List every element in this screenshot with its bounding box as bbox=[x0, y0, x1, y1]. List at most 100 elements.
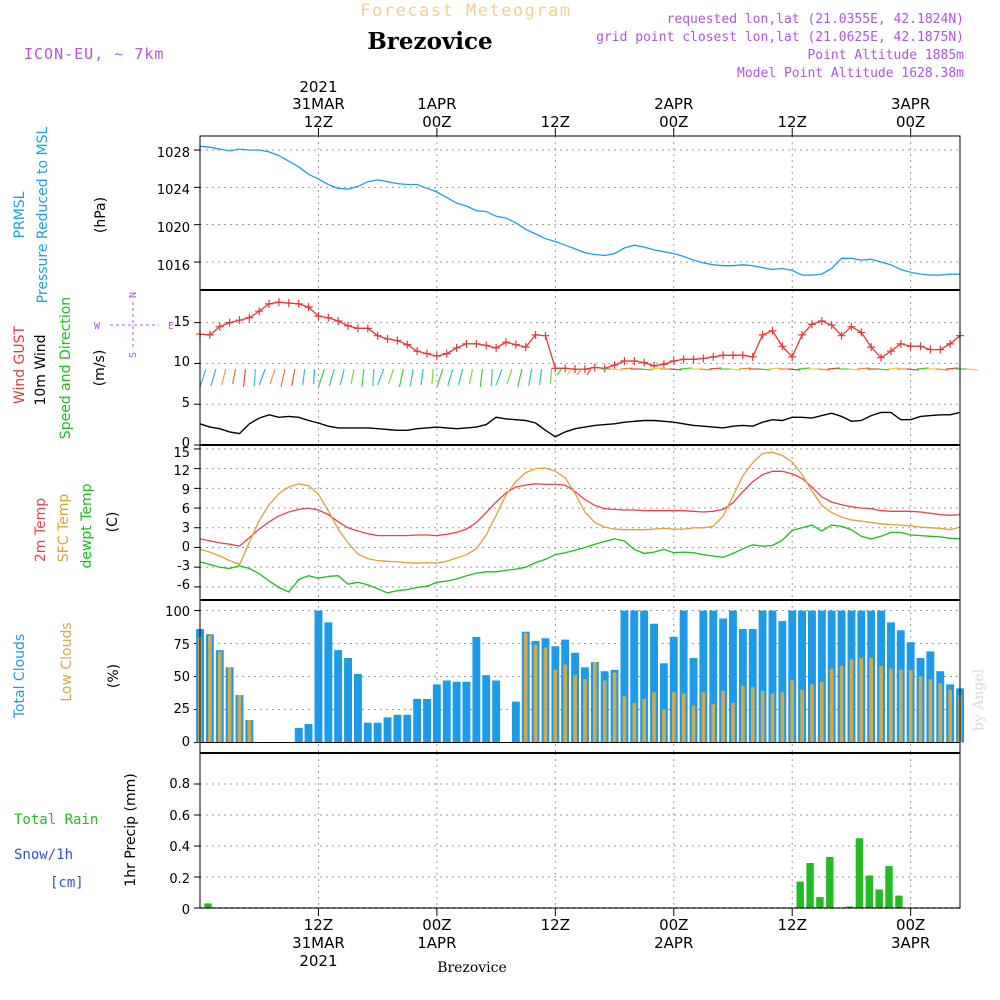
total-cloud-bar bbox=[492, 680, 501, 743]
low-cloud-bar bbox=[642, 698, 646, 743]
gust-marker bbox=[748, 352, 757, 361]
low-cloud-bar bbox=[573, 675, 577, 743]
low-cloud-bar bbox=[741, 685, 745, 743]
wind-direction-arrow bbox=[458, 368, 464, 386]
gust-marker bbox=[363, 324, 372, 333]
compass-s: S bbox=[128, 352, 139, 358]
low-cloud-bar bbox=[237, 695, 242, 743]
low-cloud-bar bbox=[780, 692, 785, 743]
total-cloud-bar bbox=[354, 673, 362, 743]
wind-direction-arrow bbox=[586, 368, 592, 376]
low-cloud-bar bbox=[208, 635, 212, 743]
bottom-time-label: 3APR bbox=[891, 934, 930, 952]
gust-marker bbox=[274, 298, 283, 307]
gust-marker bbox=[205, 330, 214, 339]
wind-direction-arrow bbox=[269, 368, 276, 385]
prmsl-label: PRMSL bbox=[12, 191, 28, 238]
rain-bar bbox=[855, 838, 864, 909]
wind-compass: N W E S bbox=[94, 292, 174, 358]
wind-direction-arrow bbox=[258, 368, 266, 386]
wind-direction-arrow bbox=[372, 368, 375, 387]
low-cloud-bar bbox=[879, 665, 883, 743]
gust-marker bbox=[482, 341, 491, 350]
pressure-unit-label: (hPa) bbox=[93, 197, 109, 233]
total-cloud-bar bbox=[363, 722, 372, 743]
cloud-tick-75: 75 bbox=[173, 638, 190, 653]
wind-tick-10: 10 bbox=[173, 355, 190, 370]
precip-tick-0: 0 bbox=[182, 903, 190, 918]
snow-label: Snow/1h bbox=[14, 847, 73, 863]
gust-marker bbox=[630, 356, 639, 365]
gust-marker bbox=[640, 358, 649, 367]
gust-marker bbox=[334, 317, 343, 325]
low-cloud-bar bbox=[948, 689, 952, 743]
wind-direction-arrow bbox=[253, 368, 256, 387]
wind-direction-arrow bbox=[906, 368, 919, 371]
low-cloud-bar bbox=[681, 693, 686, 743]
wind-direction-arrow bbox=[556, 368, 562, 376]
gust-marker bbox=[571, 365, 580, 374]
gust-marker bbox=[610, 361, 619, 370]
total-cloud-bar bbox=[442, 680, 451, 743]
low-cloud-bar bbox=[790, 680, 794, 743]
total-cloud-bar bbox=[729, 610, 737, 743]
wind-direction-arrow bbox=[566, 368, 572, 376]
gust-marker bbox=[561, 364, 570, 373]
wind-direction-arrow bbox=[468, 368, 474, 385]
total-cloud-bar bbox=[650, 623, 658, 743]
dewpt-label: dewpt Temp bbox=[79, 483, 95, 568]
wind-unit-label: (m/s) bbox=[92, 350, 108, 387]
total-cloud-bar bbox=[679, 610, 688, 743]
wind-direction-arrow bbox=[709, 367, 722, 370]
wind-direction-arrow bbox=[788, 368, 801, 371]
total-cloud-bar bbox=[452, 681, 461, 743]
bottom-time-label: 00Z bbox=[659, 916, 688, 934]
wind-direction-arrow bbox=[436, 368, 444, 388]
wind-direction-arrow bbox=[886, 367, 900, 370]
wind-direction-arrow bbox=[679, 367, 692, 370]
top-time-label: 3APR bbox=[891, 95, 930, 113]
bottom-time-label: 12Z bbox=[778, 916, 807, 934]
model-label: ICON-EU, ~ 7km bbox=[24, 45, 164, 63]
footer-location: Brezovice bbox=[437, 960, 507, 976]
total-rain-label: Total Rain bbox=[14, 812, 98, 828]
low-cloud-bar bbox=[593, 662, 597, 743]
wind-direction-arrow bbox=[291, 368, 296, 387]
wind-tick-0: 0 bbox=[182, 436, 190, 451]
model-point-altitude: Model Point Altitude 1628.38m bbox=[737, 66, 964, 81]
compass-e: E bbox=[168, 321, 174, 332]
total-cloud-bar bbox=[432, 684, 441, 743]
bottom-time-label: 2021 bbox=[299, 952, 337, 970]
top-time-label: 12Z bbox=[304, 113, 333, 131]
gridpoint-coords: grid point closest lon,lat (21.0625E, 42… bbox=[596, 30, 964, 45]
gust-marker bbox=[304, 303, 313, 312]
wind-direction-arrow bbox=[827, 367, 840, 370]
low-cloud-bar bbox=[908, 669, 913, 743]
top-time-label: 12Z bbox=[541, 113, 570, 131]
wind-direction-arrow bbox=[798, 367, 811, 370]
t2m-line bbox=[199, 470, 961, 547]
low-cloud-bar bbox=[622, 696, 627, 743]
gust-marker bbox=[788, 352, 797, 361]
low-cloud-bar bbox=[810, 684, 814, 743]
low-cloud-bar bbox=[820, 681, 824, 743]
top-time-label: 00Z bbox=[659, 113, 688, 131]
total-cloud-bar bbox=[709, 610, 718, 743]
wind-direction-arrow bbox=[328, 368, 335, 387]
wind-direction-arrow bbox=[387, 368, 395, 385]
gust-marker bbox=[699, 354, 708, 363]
gust-marker bbox=[719, 351, 728, 360]
low-cloud-bar bbox=[672, 692, 676, 743]
top-time-label: 31MAR bbox=[292, 95, 345, 113]
total-cloud-bar bbox=[788, 610, 797, 743]
gust-marker bbox=[344, 321, 353, 330]
gust-marker bbox=[462, 339, 471, 348]
gust-marker bbox=[284, 299, 293, 308]
wind-direction-arrow bbox=[210, 368, 217, 387]
low-cloud-bar bbox=[859, 658, 864, 743]
t2m-label: 2m Temp bbox=[33, 498, 49, 562]
gust-marker bbox=[235, 316, 244, 325]
meteogram-title: Forecast Meteogram bbox=[360, 1, 571, 21]
wind-direction-arrow bbox=[221, 368, 227, 386]
panel-frame bbox=[199, 135, 961, 291]
